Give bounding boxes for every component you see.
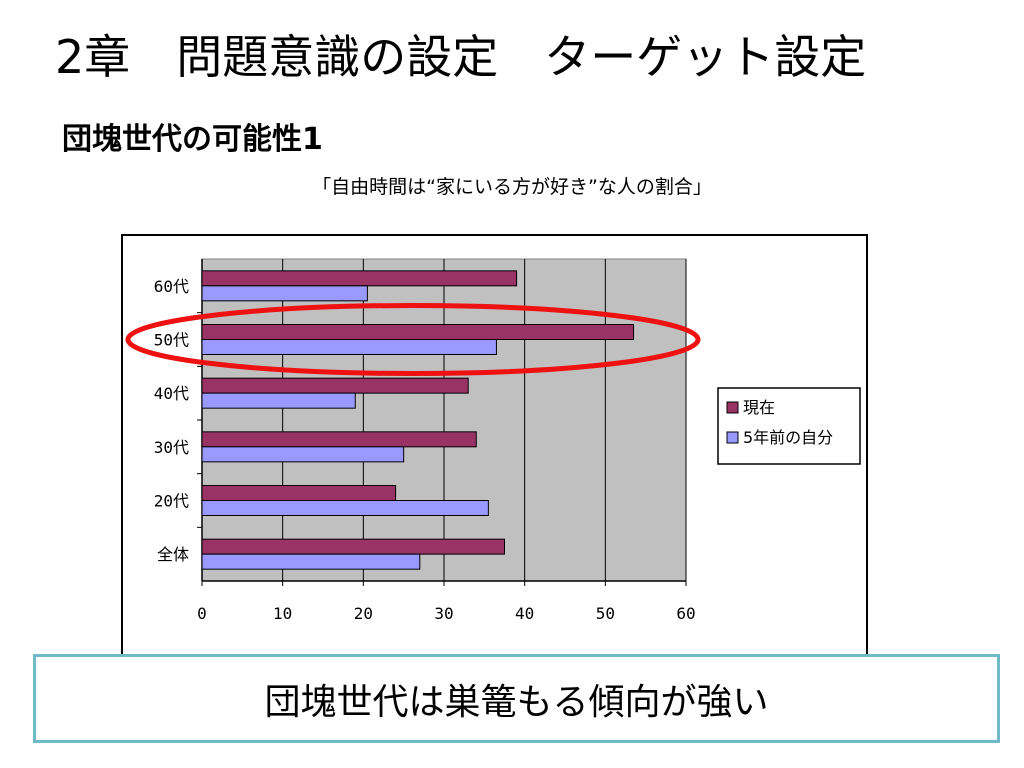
x-tick-label: 50 [596, 604, 615, 623]
slide-title: 2章 問題意識の設定 ターゲット設定 [55, 30, 867, 84]
bar-past [201, 500, 489, 516]
conclusion-text: 団塊世代は巣篭もる傾向が強い [264, 681, 769, 723]
bar-past [201, 339, 497, 355]
x-tick-label: 60 [676, 604, 695, 623]
y-tick-label: 60代 [154, 277, 189, 296]
chart-caption: 「自由時間は“家にいる方が好き”な人の割合」 [312, 176, 712, 198]
y-tick-label: 50代 [154, 331, 189, 350]
bar-current [201, 485, 397, 501]
slide-subtitle: 団塊世代の可能性1 [62, 122, 323, 157]
legend-box [717, 387, 861, 465]
bar-current [201, 324, 635, 340]
bar-past [201, 553, 421, 570]
legend-swatch [726, 401, 739, 414]
x-tick-label: 10 [273, 604, 292, 623]
x-tick-label: 20 [354, 604, 373, 623]
legend-label: 5年前の自分 [743, 428, 833, 447]
bar-current [201, 538, 505, 555]
x-tick-label: 40 [515, 604, 534, 623]
legend-swatch [726, 431, 739, 444]
chart-frame: 0 10 20 30 40 50 60 60代 50代 40代 30代 20代全体 現在 5年前の自分 [121, 234, 868, 670]
bar-past [201, 392, 356, 409]
bar-current [201, 270, 518, 287]
y-tick-label: 全体 [157, 545, 189, 564]
x-tick-label: 30 [434, 604, 453, 623]
legend-label: 現在 [743, 398, 775, 417]
highlight-ellipse [125, 303, 701, 376]
bar-current [201, 431, 477, 448]
x-tick-label: 0 [197, 604, 207, 623]
y-tick-label: 40代 [154, 384, 189, 403]
bar-past [201, 446, 405, 463]
y-tick-label: 30代 [154, 438, 189, 457]
y-tick-label: 20代 [154, 492, 189, 511]
conclusion-callout: 団塊世代は巣篭もる傾向が強い [33, 654, 1000, 743]
bar-current [201, 377, 469, 394]
bar-past [201, 285, 368, 302]
